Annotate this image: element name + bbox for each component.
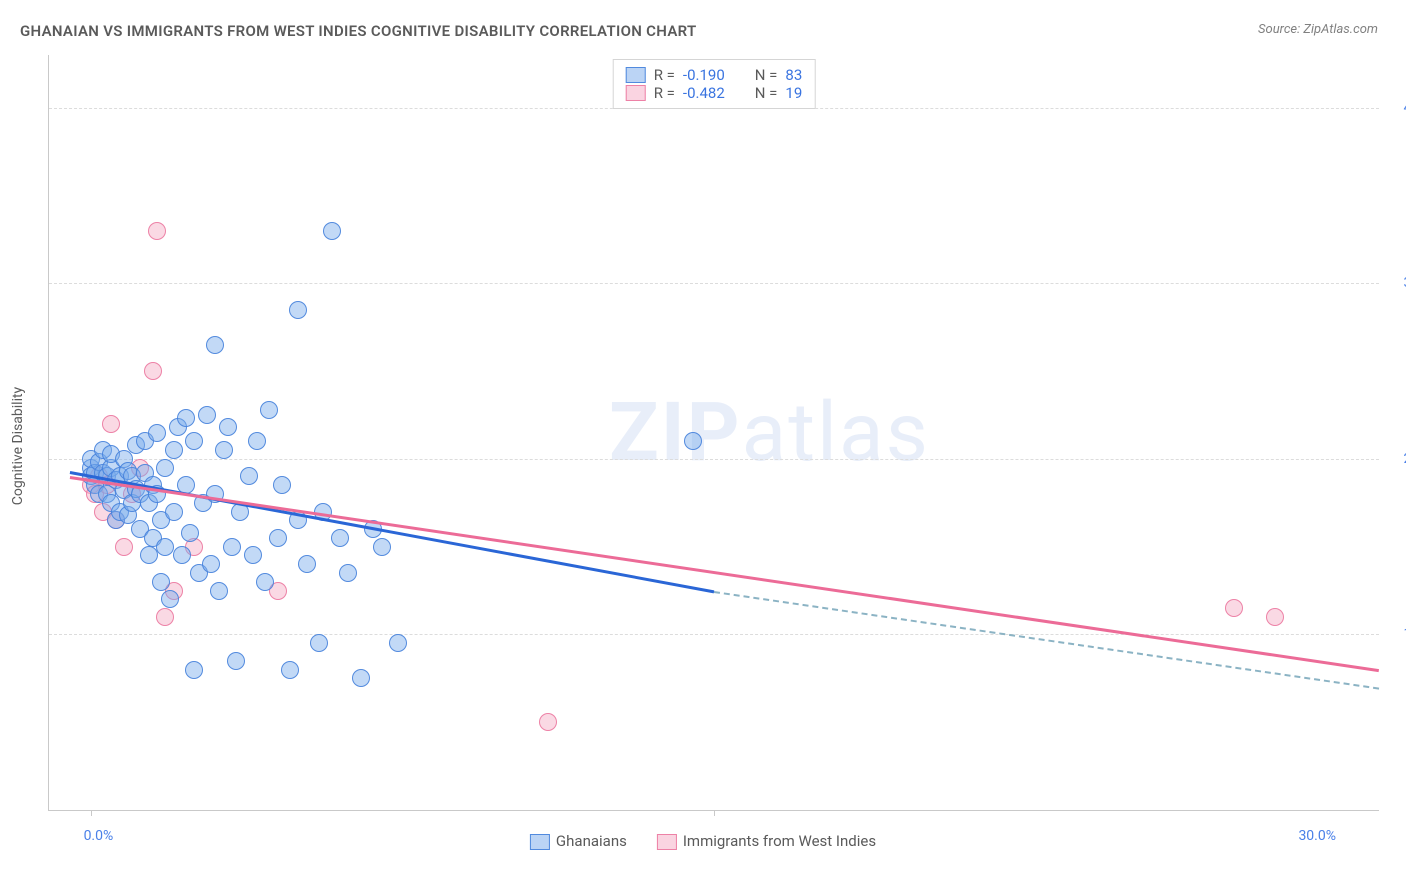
data-point xyxy=(219,418,237,436)
legend-r-label: R = xyxy=(654,66,675,84)
x-tick-mark xyxy=(91,810,92,816)
data-point xyxy=(373,538,391,556)
data-point xyxy=(269,529,287,547)
data-point xyxy=(289,301,307,319)
data-point xyxy=(161,590,179,608)
legend-label: Immigrants from West Indies xyxy=(683,832,876,850)
data-point xyxy=(185,661,203,679)
data-point xyxy=(210,582,228,600)
data-point xyxy=(148,222,166,240)
data-point xyxy=(248,432,266,450)
data-point xyxy=(152,573,170,591)
data-point xyxy=(102,415,120,433)
legend-row: R = -0.190 N = 83 xyxy=(626,66,803,84)
data-point xyxy=(684,432,702,450)
legend-r-value: -0.190 xyxy=(683,66,725,84)
data-point xyxy=(1225,599,1243,617)
data-point xyxy=(156,538,174,556)
legend-swatch-icon xyxy=(626,67,646,83)
legend-r-value: -0.482 xyxy=(683,84,725,102)
data-point xyxy=(115,538,133,556)
legend-swatch-icon xyxy=(530,834,550,850)
data-point xyxy=(281,661,299,679)
data-point xyxy=(1266,608,1284,626)
data-point xyxy=(144,362,162,380)
data-point xyxy=(352,669,370,687)
data-point xyxy=(185,432,203,450)
x-tick-label: 0.0% xyxy=(84,828,114,844)
data-point xyxy=(140,546,158,564)
watermark: ZIPatlas xyxy=(609,385,930,481)
data-point xyxy=(227,652,245,670)
data-point xyxy=(339,564,357,582)
x-tick-label: 30.0% xyxy=(1298,828,1336,844)
legend-n-label: N = xyxy=(755,84,778,102)
y-axis-label: Cognitive Disability xyxy=(10,387,26,505)
plot-area: ZIPatlas R =-0.190N =83R =-0.482N =19 10… xyxy=(48,55,1379,811)
legend-n-value: 83 xyxy=(785,66,802,84)
data-point xyxy=(273,476,291,494)
data-point xyxy=(198,406,216,424)
data-point xyxy=(165,441,183,459)
x-tick-mark xyxy=(714,810,715,816)
data-point xyxy=(244,546,262,564)
data-point xyxy=(298,555,316,573)
data-point xyxy=(539,713,557,731)
data-point xyxy=(310,634,328,652)
data-point xyxy=(389,634,407,652)
series-legend: Ghanaians Immigrants from West Indies xyxy=(530,832,876,850)
chart-container: GHANAIAN VS IMMIGRANTS FROM WEST INDIES … xyxy=(0,0,1406,892)
legend-r-label: R = xyxy=(654,84,675,102)
trend-line xyxy=(714,591,1379,690)
data-point xyxy=(260,401,278,419)
chart-title: GHANAIAN VS IMMIGRANTS FROM WEST INDIES … xyxy=(20,22,697,40)
data-point xyxy=(156,608,174,626)
source-attribution: Source: ZipAtlas.com xyxy=(1258,22,1378,37)
data-point xyxy=(173,546,191,564)
data-point xyxy=(240,467,258,485)
gridline xyxy=(49,459,1379,460)
data-point xyxy=(202,555,220,573)
data-point xyxy=(215,441,233,459)
legend-item: Immigrants from West Indies xyxy=(657,832,876,850)
legend-swatch-icon xyxy=(626,85,646,101)
legend-label: Ghanaians xyxy=(556,832,627,850)
data-point xyxy=(331,529,349,547)
legend-swatch-icon xyxy=(657,834,677,850)
data-point xyxy=(156,459,174,477)
legend-n-value: 19 xyxy=(785,84,802,102)
legend-n-label: N = xyxy=(755,66,778,84)
data-point xyxy=(148,424,166,442)
data-point xyxy=(206,336,224,354)
data-point xyxy=(177,409,195,427)
legend-item: Ghanaians xyxy=(530,832,627,850)
data-point xyxy=(323,222,341,240)
data-point xyxy=(165,503,183,521)
gridline xyxy=(49,283,1379,284)
data-point xyxy=(223,538,241,556)
data-point xyxy=(256,573,274,591)
legend-row: R = -0.482 N = 19 xyxy=(626,84,803,102)
correlation-legend: R = -0.190 N = 83 R = -0.482 N = 19 xyxy=(613,59,816,109)
data-point xyxy=(181,524,199,542)
gridline xyxy=(49,634,1379,635)
